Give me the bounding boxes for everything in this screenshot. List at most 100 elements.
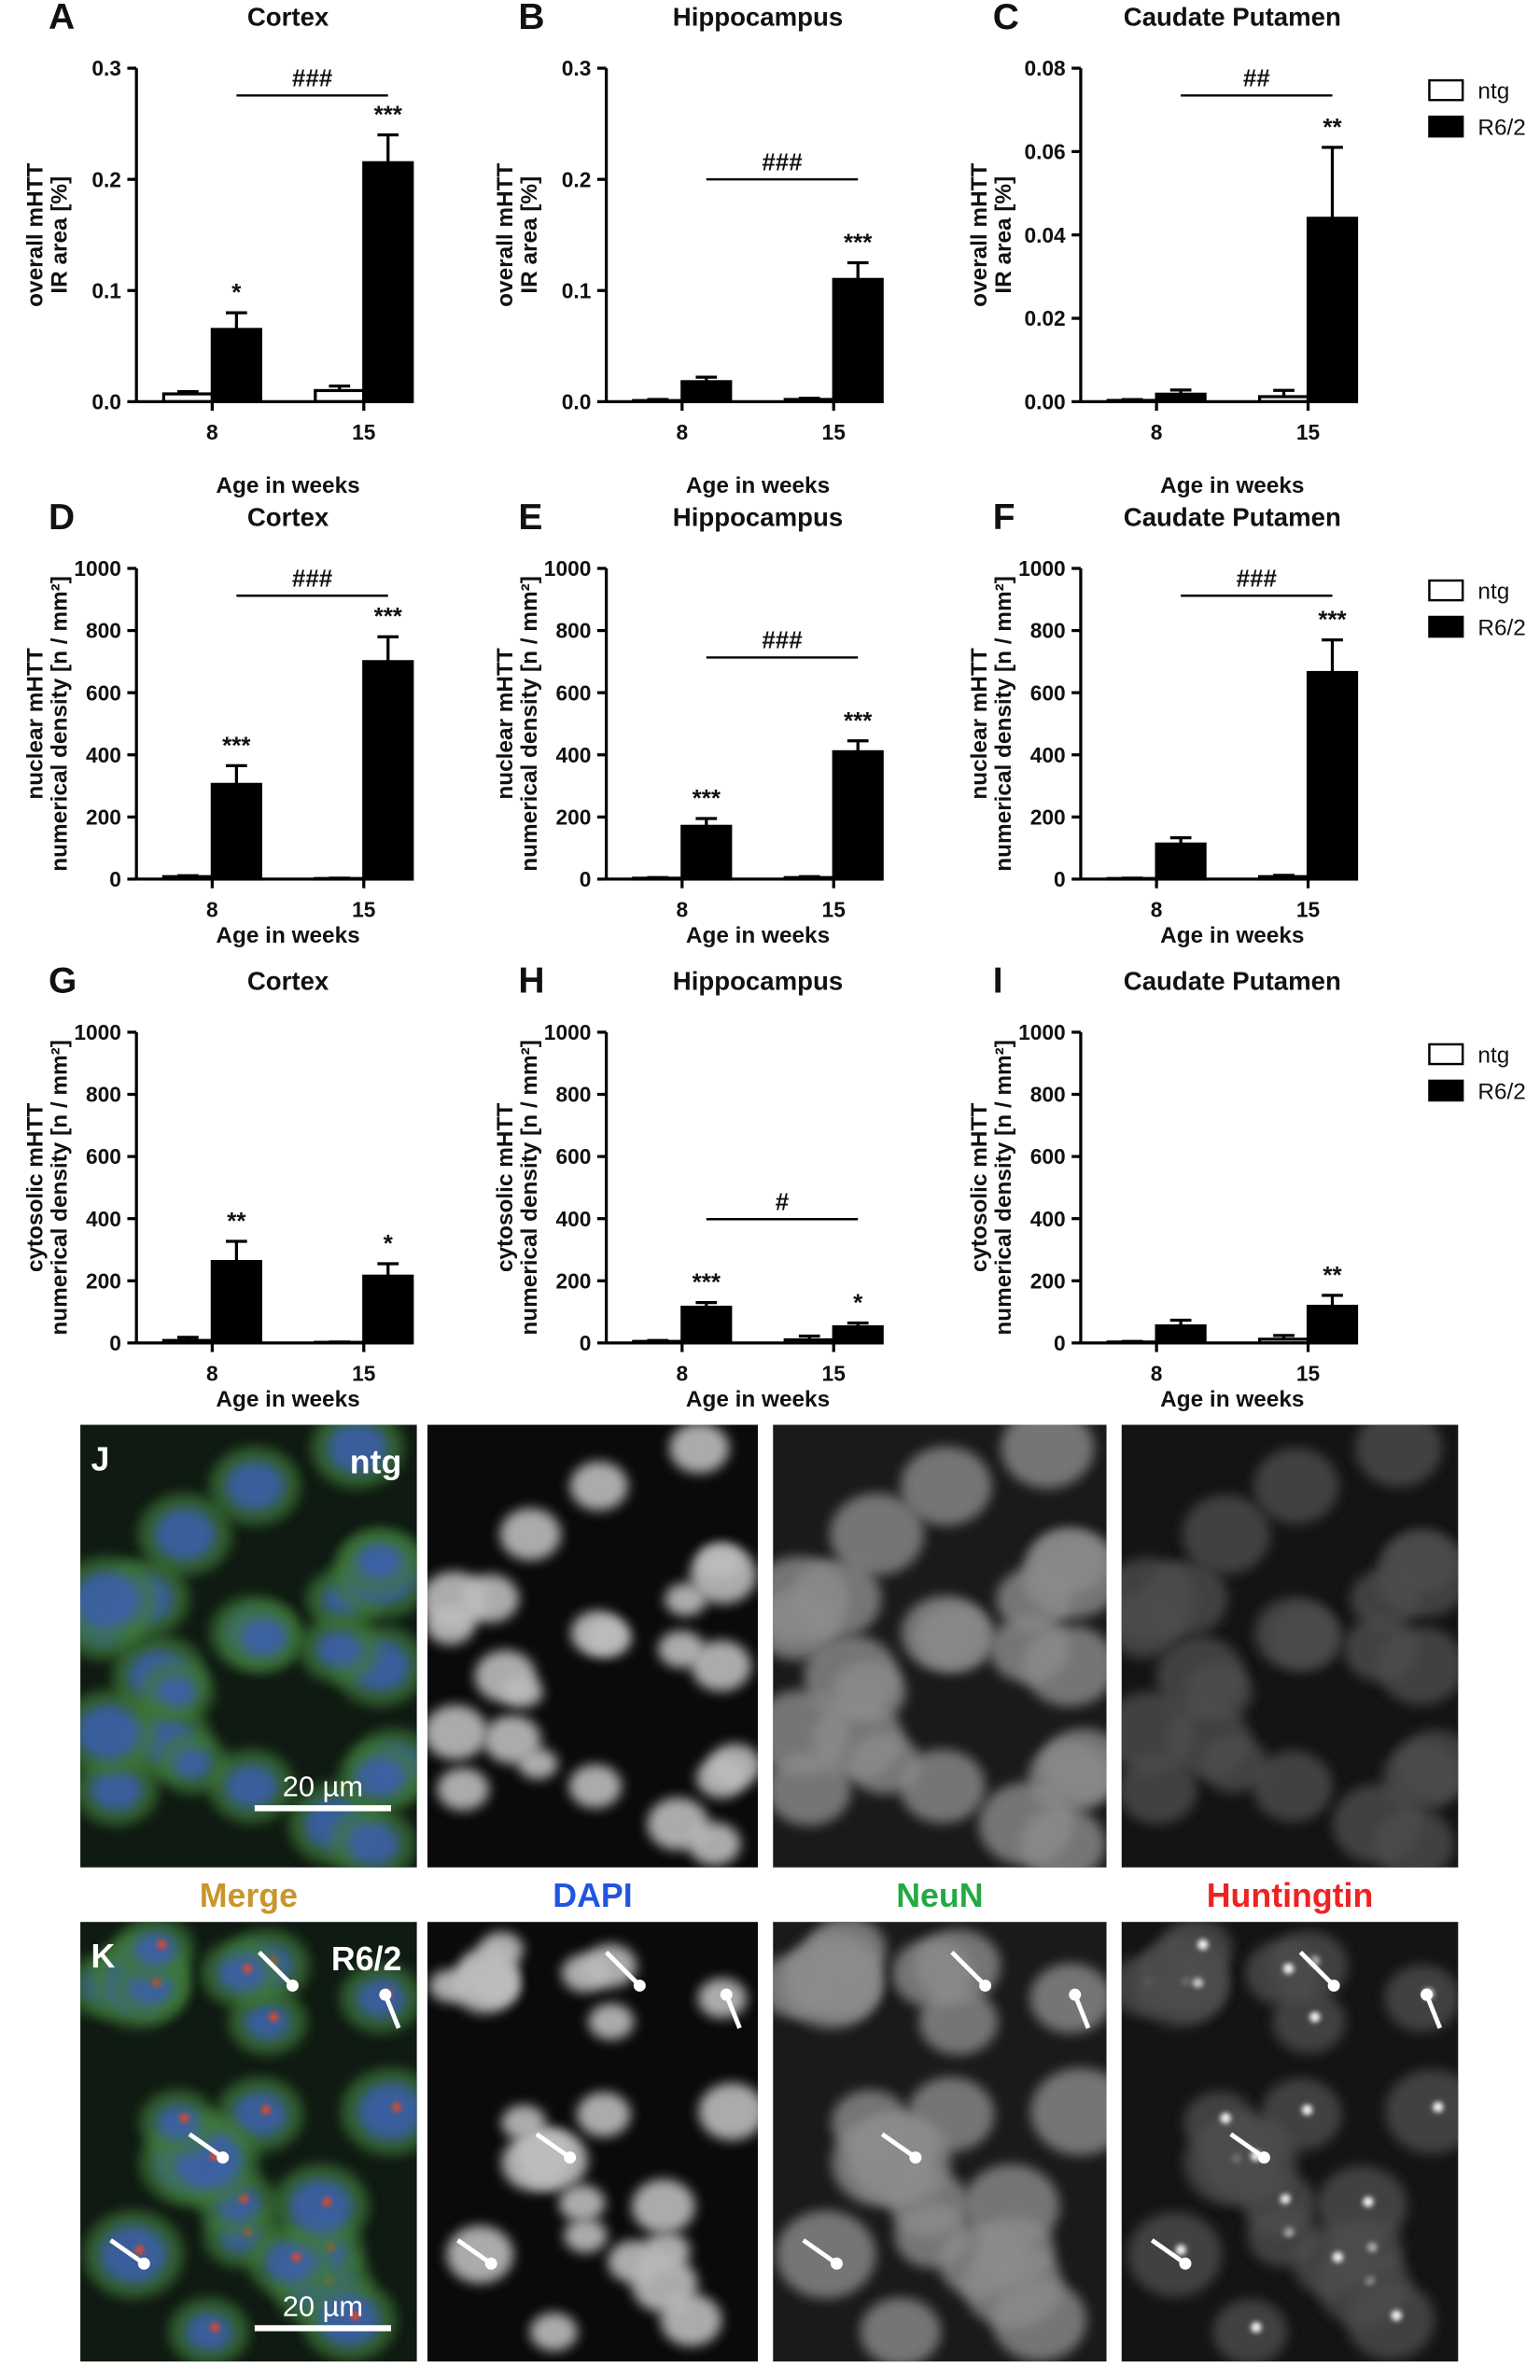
nucleus [502, 1676, 543, 1708]
chart-title: Caudate Putamen [1124, 966, 1341, 995]
y-tick-label: 600 [1030, 1144, 1066, 1169]
nucleus [288, 2179, 353, 2233]
cell [1343, 1617, 1418, 1682]
bar [210, 1260, 262, 1345]
y-axis-label: overall mHTT [22, 162, 48, 306]
inclusion [1391, 2310, 1402, 2321]
y-tick-label: 800 [555, 1083, 591, 1107]
y-axis-label: IR area [%] [991, 176, 1016, 294]
nucleus [518, 1748, 558, 1780]
nucleus [564, 2219, 608, 2253]
inclusion [392, 2102, 401, 2112]
nucleus [631, 2179, 695, 2233]
cell [1121, 1558, 1196, 1643]
x-axis-label: Age in weeks [1160, 473, 1304, 498]
error-bar [177, 1336, 199, 1341]
nucleus [568, 1764, 623, 1809]
cells [80, 1424, 417, 1868]
nucleus [584, 1618, 632, 1657]
x-tick-label: 8 [676, 420, 688, 444]
legend-label: R6/2 [1477, 615, 1525, 640]
nucleus [217, 1953, 265, 1993]
bar [314, 388, 366, 403]
nucleus [688, 1822, 741, 1866]
legend-swatch [1428, 1079, 1464, 1102]
legend-swatch [1428, 78, 1464, 102]
x-tick-label: 15 [822, 898, 846, 922]
inclusion [1280, 2193, 1291, 2205]
y-tick-label: 800 [86, 1083, 121, 1107]
y-axis-label: overall mHTT [967, 162, 992, 306]
x-tick-label: 15 [352, 1361, 375, 1385]
x-tick-label: 15 [1296, 898, 1320, 922]
inclusion [350, 2311, 360, 2320]
y-tick-label: 200 [555, 805, 591, 829]
cell [1253, 1448, 1339, 1524]
cell [1272, 1989, 1346, 2054]
error-bar [177, 390, 199, 395]
bracket-label: ### [762, 147, 803, 175]
bar [210, 782, 262, 881]
bar [1306, 217, 1359, 403]
cells [773, 1424, 1107, 1868]
arrow [802, 2238, 838, 2266]
cell [1019, 1807, 1106, 1868]
error-bar [1273, 1334, 1295, 1339]
y-tick-label: 0.3 [91, 56, 121, 80]
error-bar [695, 1300, 718, 1308]
arrow [880, 2132, 917, 2160]
chart-title: Caudate Putamen [1124, 3, 1341, 32]
y-axis-label: numerical density [n / mm²] [47, 1040, 72, 1336]
y-tick-label: 1000 [544, 556, 592, 581]
nucleus [588, 2003, 635, 2040]
significance-label: *** [222, 731, 251, 759]
nucleus [241, 1618, 288, 1657]
nucleus [691, 1640, 751, 1692]
significance-label: *** [844, 707, 873, 735]
error-bar [1322, 637, 1343, 673]
error-bar [1169, 836, 1192, 845]
significance-label: *** [374, 602, 403, 630]
error-bar [329, 385, 351, 391]
cells [773, 1922, 1107, 2362]
y-axis-label: cytosolic mHTT [967, 1103, 992, 1272]
cell [1253, 1750, 1333, 1822]
significance-label: *** [844, 229, 873, 257]
y-tick-label: 0 [580, 867, 592, 891]
x-tick-label: 8 [676, 898, 688, 922]
cell [915, 1603, 996, 1672]
inclusion [1433, 2101, 1444, 2113]
y-tick-label: 800 [555, 619, 591, 643]
nucleus [245, 2003, 291, 2040]
y-tick-label: 400 [86, 743, 121, 767]
error-bar [695, 375, 718, 382]
inclusion [322, 2197, 332, 2207]
panel-letter: G [49, 961, 77, 1001]
cell [1029, 1528, 1107, 1595]
nucleus [185, 2312, 233, 2351]
bar [1155, 842, 1207, 881]
x-tick-label: 8 [1151, 898, 1163, 922]
y-tick-label: 0 [580, 1331, 592, 1355]
bar [210, 328, 262, 403]
y-tick-label: 0.04 [1024, 223, 1066, 247]
chart-title: Hippocampus [673, 966, 843, 995]
y-axis-label: numerical density [n / mm²] [517, 1040, 542, 1336]
panel-letter: A [49, 0, 75, 37]
y-axis-label: IR area [%] [47, 176, 72, 294]
inclusion [269, 2012, 279, 2022]
significance-label: *** [693, 1268, 721, 1296]
error-bar [1273, 388, 1295, 398]
y-tick-label: 0.2 [91, 167, 121, 191]
cell [832, 1660, 906, 1723]
error-bar [847, 260, 869, 280]
nucleus [157, 1676, 198, 1708]
y-tick-label: 200 [1030, 1268, 1066, 1293]
significance-label: ** [1323, 113, 1342, 141]
panel-letter: C [993, 0, 1019, 37]
significance-label: ** [1323, 1261, 1342, 1289]
bar [1306, 1304, 1359, 1345]
panel-letter: B [518, 0, 544, 37]
y-tick-label: 0 [109, 867, 121, 891]
bar [832, 277, 884, 403]
